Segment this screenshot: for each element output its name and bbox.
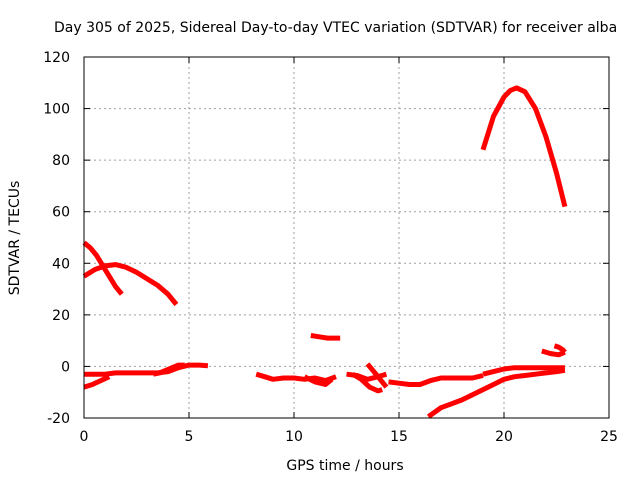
- y-axis-label: SDTVAR / TECUs: [7, 181, 23, 296]
- series-line-arc-17: [553, 343, 567, 354]
- series-line-arc-4: [84, 362, 209, 377]
- y-tick-label: -20: [47, 411, 70, 427]
- y-tick-label: 40: [52, 256, 70, 272]
- data-series: [82, 85, 568, 419]
- series-line-arc-7: [303, 374, 334, 387]
- series-line-arc-11: [365, 362, 389, 389]
- series-line-arc-6: [255, 371, 337, 384]
- series-line-arc-3: [83, 374, 111, 390]
- series-line-arc-13: [426, 367, 566, 419]
- x-tick-label: 0: [80, 429, 89, 445]
- series-line-arc-12: [388, 373, 484, 387]
- grid-lines: [84, 57, 609, 418]
- x-tick-label: 5: [185, 429, 194, 445]
- series-line-arc-14: [482, 365, 565, 377]
- plot-frame: [83, 56, 610, 419]
- axis-ticks: 0 5 10 15 20 25 -20 0 20 40 60 80 100 120: [43, 50, 618, 445]
- y-tick-label: 120: [43, 50, 70, 66]
- y-tick-label: 20: [52, 308, 70, 324]
- y-tick-label: 80: [52, 153, 70, 169]
- chart-title: Day 305 of 2025, Sidereal Day-to-day VTE…: [54, 20, 617, 36]
- y-tick-label: 60: [52, 205, 70, 221]
- y-tick-label: 100: [43, 102, 70, 118]
- x-axis-label: GPS time / hours: [286, 458, 403, 474]
- series-line-arc-2: [82, 262, 179, 307]
- series-line-arc-10: [351, 372, 383, 394]
- series-line-arc-15: [480, 85, 568, 208]
- series-line-arc-5: [152, 362, 185, 377]
- x-tick-label: 15: [390, 429, 408, 445]
- x-tick-label: 10: [285, 429, 303, 445]
- x-tick-label: 20: [495, 429, 513, 445]
- y-tick-label: 0: [61, 359, 70, 375]
- x-tick-label: 25: [600, 429, 618, 445]
- series-line-arc-8: [310, 333, 341, 341]
- series-line-arc-16: [541, 348, 566, 358]
